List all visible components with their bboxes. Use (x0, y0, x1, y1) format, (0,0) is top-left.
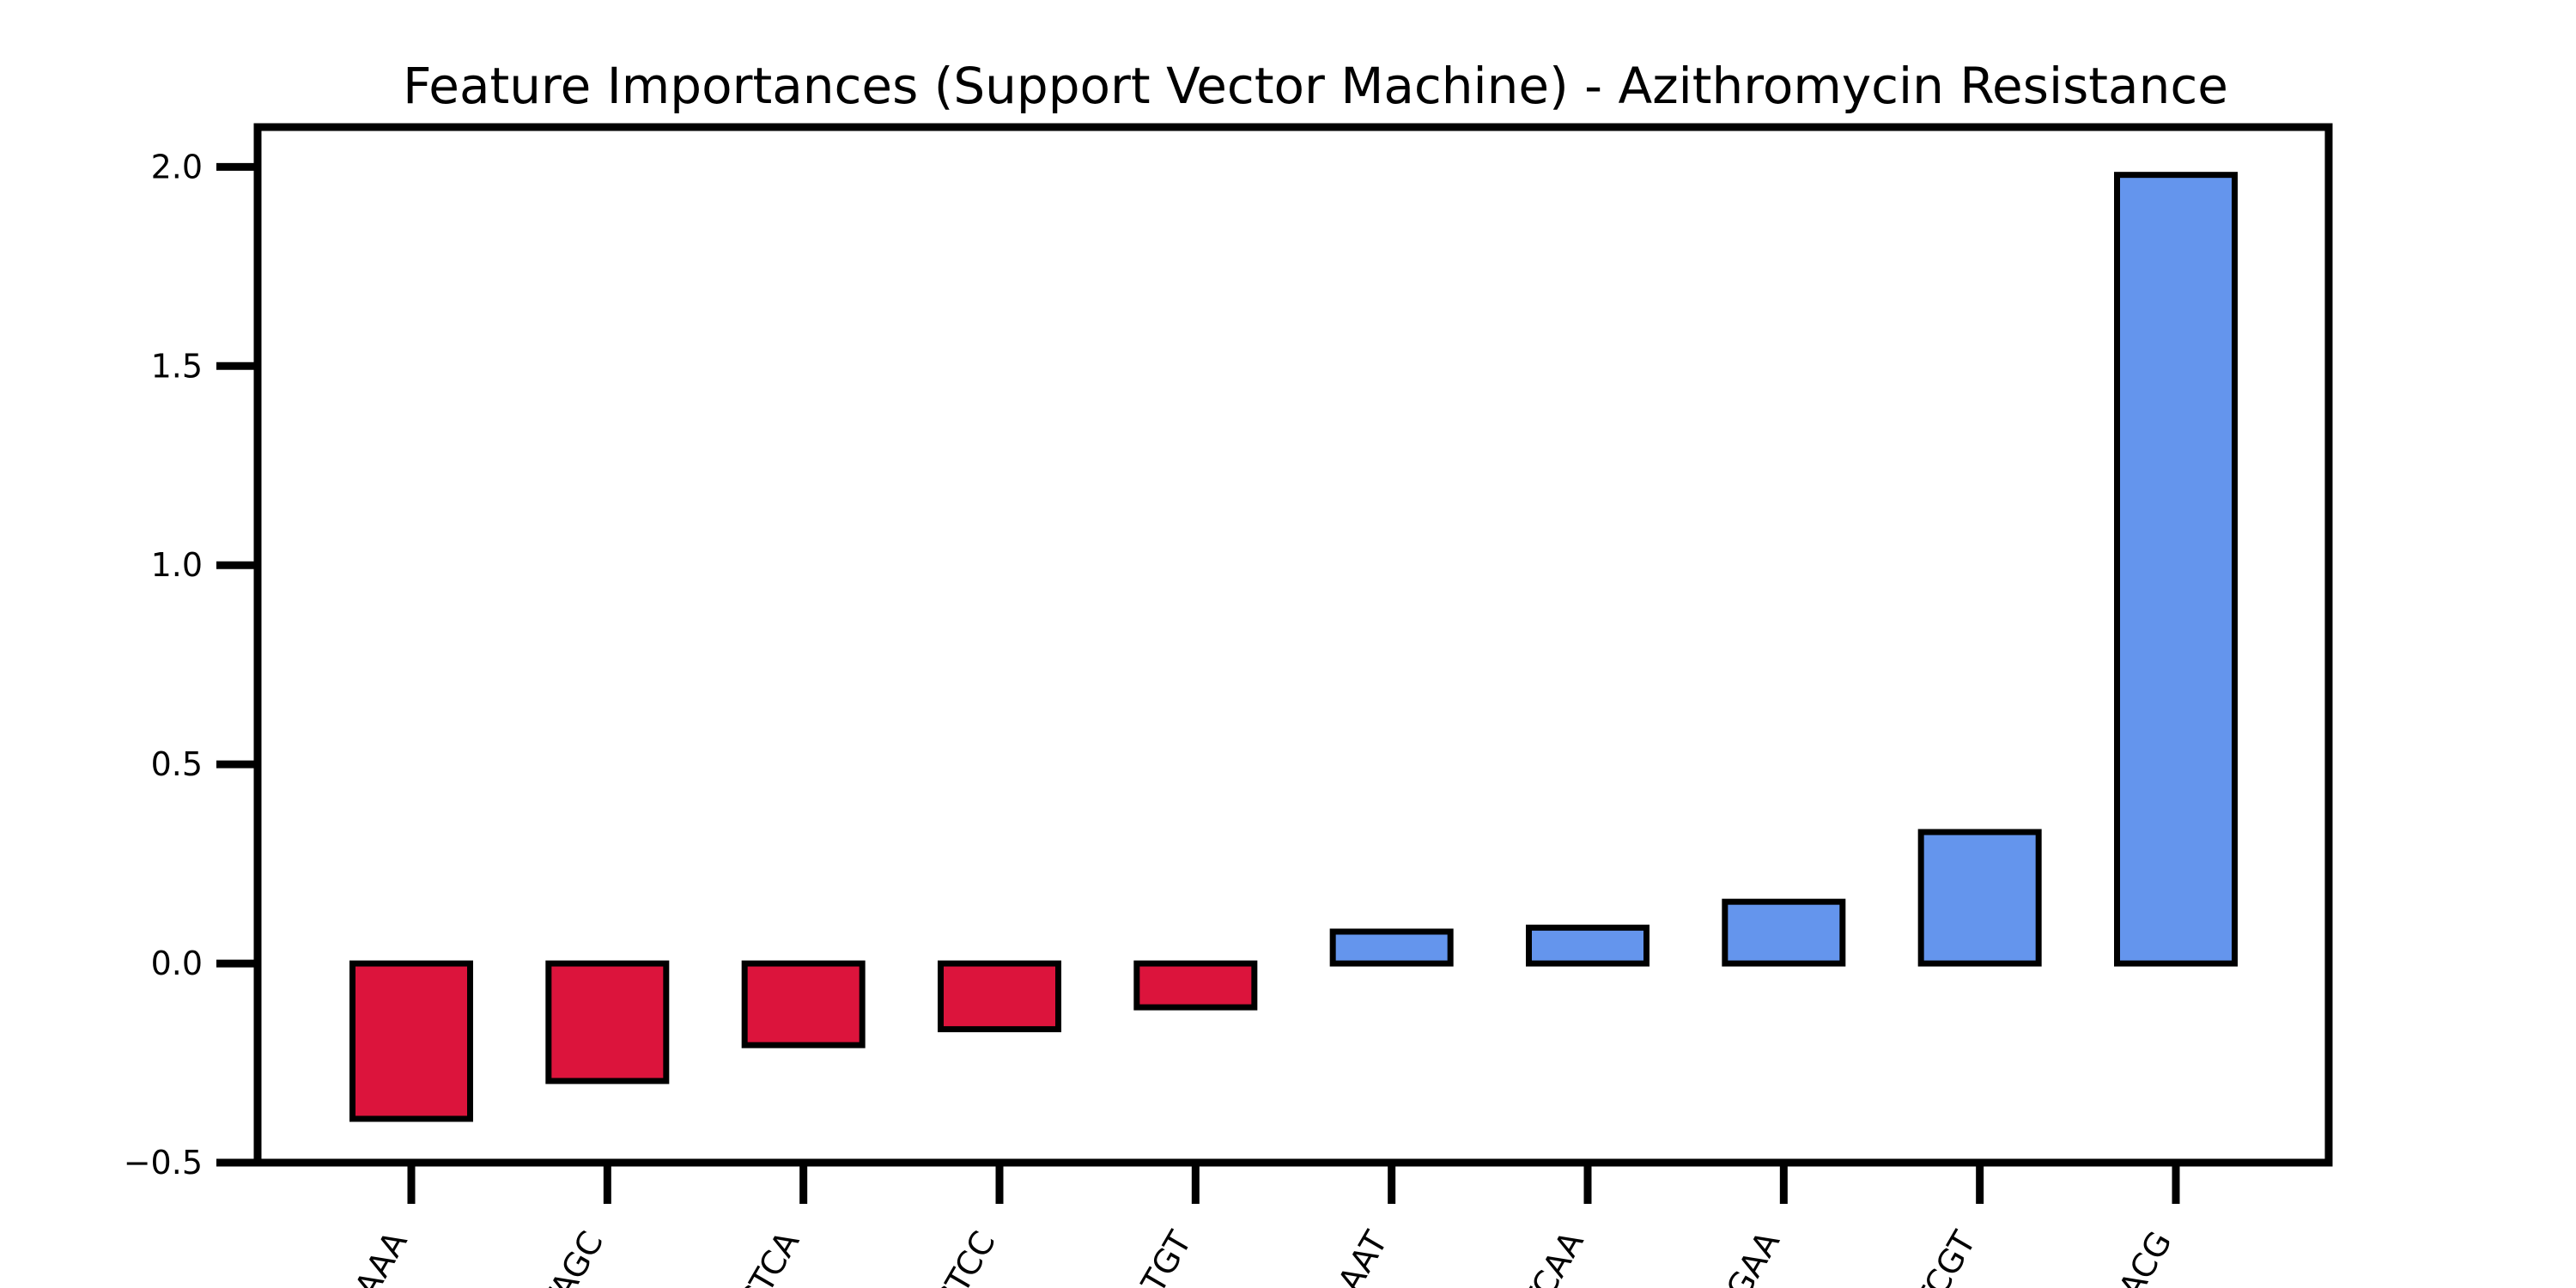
x-tick-label: TCGT (1907, 1224, 1983, 1288)
plot-frame (253, 123, 2333, 1167)
x-tick-label: AAAT (1319, 1224, 1395, 1288)
x-tick-label: ATGT (1124, 1224, 1199, 1288)
bar-gtcc (938, 960, 1061, 1033)
y-tick-label: 1.5 (151, 347, 203, 385)
x-tick-label: CTCA (731, 1224, 806, 1288)
bar-aaa (349, 960, 473, 1122)
y-tick-label: 1.0 (151, 546, 203, 584)
y-tick-label: 0.5 (151, 745, 203, 783)
y-tick-label: 0.0 (151, 945, 203, 982)
bar-atgt (1133, 960, 1258, 1011)
bar-tcaa (1526, 924, 1649, 967)
chart-title: Feature Importances (Support Vector Mach… (403, 57, 2228, 115)
bar-tgaa (1722, 898, 1846, 967)
y-axis: −0.5 0.0 0.5 1.0 1.5 2.0 (124, 148, 258, 1182)
x-tick-label: CACG (2100, 1225, 2179, 1288)
bar-tcgt (1917, 829, 2042, 967)
x-tick-label: TGAA (1709, 1225, 1787, 1288)
x-tick-label: GTCC (927, 1225, 1003, 1288)
bar-cacg (2114, 172, 2238, 967)
bar-aaat (1329, 928, 1454, 967)
bar-ctca (741, 960, 866, 1048)
x-tick-label: TAGC (534, 1225, 611, 1288)
y-tick-label: −0.5 (124, 1144, 203, 1182)
y-tick-label: 2.0 (151, 148, 203, 185)
bar-tagc (545, 960, 670, 1084)
x-axis: AAA TAGC CTCA GTCC ATGT AAAT TCAA TGAA TCGT CACG (348, 1163, 2180, 1288)
bars-group (349, 172, 2238, 1122)
x-tick-label: TCAA (1515, 1225, 1591, 1288)
x-tick-label: AAA (348, 1225, 415, 1288)
